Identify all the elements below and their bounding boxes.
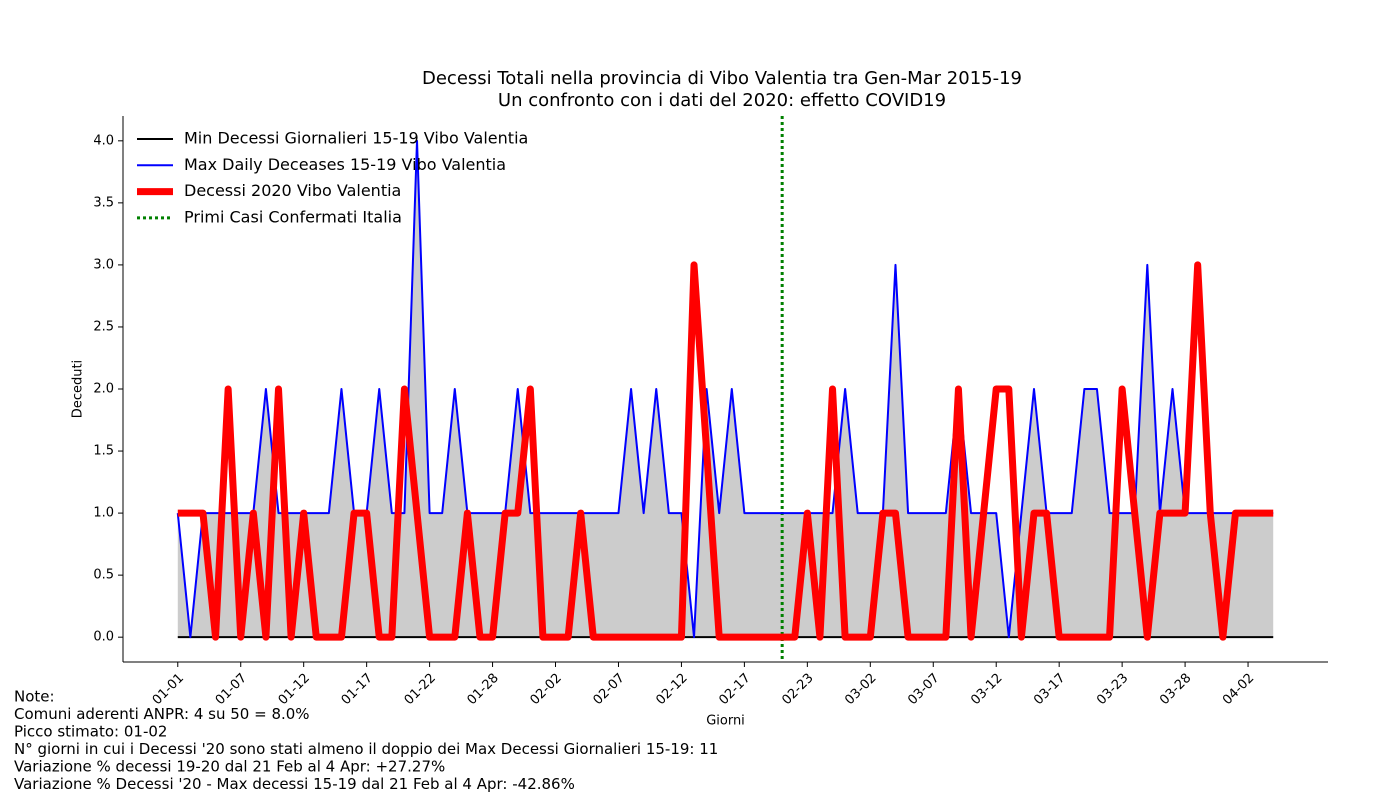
y-tick-label: 3.5	[93, 195, 114, 210]
x-axis-label: Giorni	[706, 714, 745, 729]
note: N° giorni in cui i Decessi '20 sono stat…	[14, 740, 718, 758]
y-tick-label: 2.0	[93, 382, 114, 397]
legend-label: Decessi 2020 Vibo Valentia	[184, 181, 401, 200]
legend-label: Max Daily Deceases 15-19 Vibo Valentia	[184, 155, 506, 174]
x-tick-label: 02-07	[590, 671, 627, 708]
legend-label: Min Decessi Giornalieri 15-19 Vibo Valen…	[184, 129, 528, 148]
line	[177, 261, 1274, 641]
x-tick-label: 03-07	[905, 671, 942, 708]
x-tick-label: 01-22	[402, 671, 439, 708]
y-tick-label: 0.0	[93, 630, 114, 645]
x-tick-label: 03-17	[1031, 671, 1068, 708]
x-tick-label: 01-12	[276, 671, 313, 708]
y-tick-label: 1.0	[93, 506, 114, 521]
x-tick-label: 01-28	[465, 671, 502, 708]
y-tick-label: 0.5	[93, 568, 114, 583]
x-tick-label: 02-23	[779, 671, 816, 708]
x-tick-label: 04-02	[1220, 671, 1257, 708]
x-tick-label: 02-02	[527, 671, 564, 708]
x-tick-label: 03-12	[968, 671, 1005, 708]
x-tick-label: 01-07	[213, 671, 250, 708]
x-tick-label: 02-17	[716, 671, 753, 708]
x-tick-label: 03-02	[842, 671, 879, 708]
note: Note:	[14, 688, 55, 706]
range-fill	[177, 140, 1274, 638]
y-tick-label: 1.5	[93, 444, 114, 459]
x-tick-label: 01-17	[339, 671, 376, 708]
y-tick-label: 4.0	[93, 133, 114, 148]
y-axis-label: Deceduti	[71, 360, 86, 418]
legend-label: Primi Casi Confermati Italia	[184, 207, 402, 226]
chart-title: Decessi Totali nella provincia di Vibo V…	[422, 68, 1022, 89]
x-tick-label: 01-01	[150, 671, 187, 708]
y-tick-label: 2.5	[93, 319, 114, 334]
chart-title: Un confronto con i dati del 2020: effett…	[498, 90, 946, 111]
note: Variazione % decessi 19-20 dal 21 Feb al…	[14, 758, 445, 776]
note: Comuni aderenti ANPR: 4 su 50 = 8.0%	[14, 705, 310, 723]
x-tick-label: 02-12	[653, 671, 690, 708]
note: Variazione % Decessi '20 - Max decessi 1…	[14, 775, 575, 793]
x-tick-label: 03-28	[1157, 671, 1194, 708]
x-tick-label: 03-23	[1094, 671, 1131, 708]
note: Picco stimato: 01-02	[14, 723, 167, 741]
y-tick-label: 3.0	[93, 257, 114, 272]
